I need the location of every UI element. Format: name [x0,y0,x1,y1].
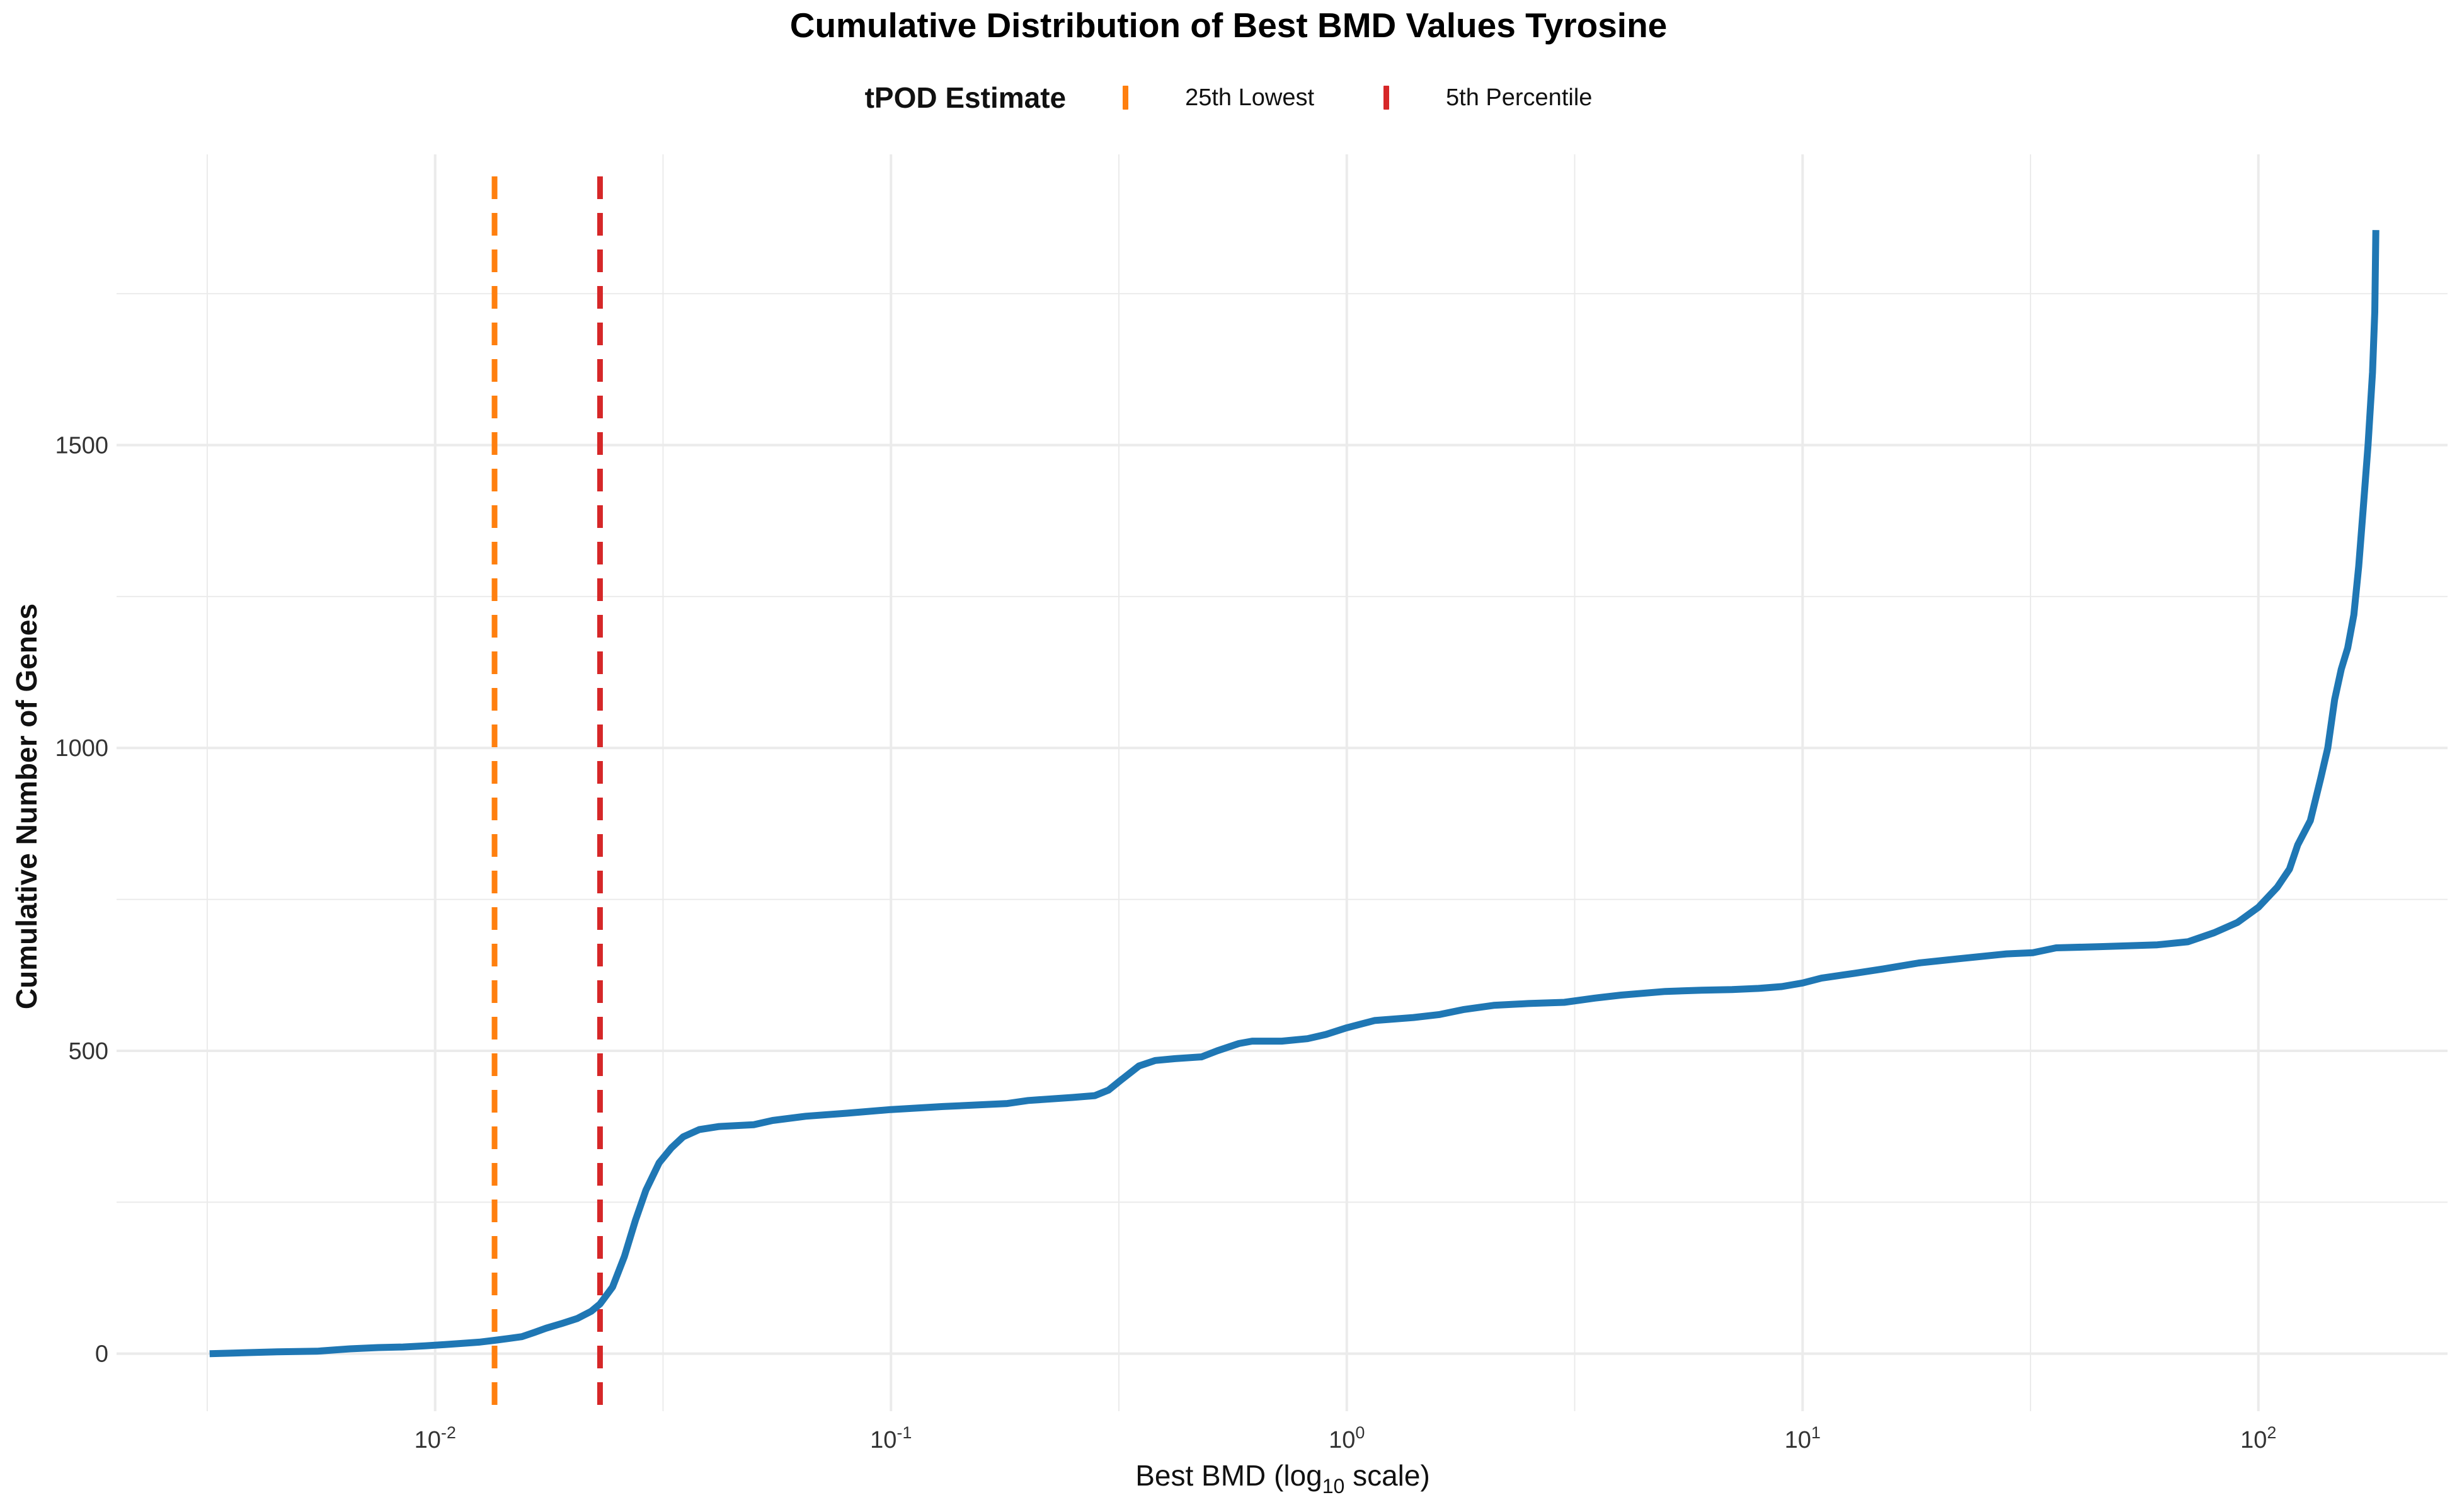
reference-lines [491,176,603,1411]
y-tick-label: 1000 [55,735,108,762]
x-tick-label: 10-2 [415,1423,456,1453]
data-series [209,230,2380,1358]
y-axis-title: Cumulative Number of Genes [10,604,43,1009]
legend-item-5th-percentile: 5th Percentile [1383,84,1592,112]
cumulative-genes-line [209,230,2380,1358]
x-tick-label: 10-1 [870,1423,912,1453]
x-tick-label: 101 [1785,1423,1821,1453]
y-tick-label: 0 [95,1341,108,1368]
major-gridlines [117,154,2448,1411]
chart-title: Cumulative Distribution of Best BMD Valu… [789,6,1668,45]
legend-label-25th-lowest: 25th Lowest [1185,84,1315,111]
x-tick-label: 100 [1329,1423,1365,1453]
y-tick-label: 1500 [55,432,108,459]
minor-gridlines [117,154,2448,1411]
x-tick-label: 102 [2240,1423,2276,1453]
y-axis-tick-labels: 0 500 1000 1500 [55,432,108,1367]
legend: tPOD Estimate 25th Lowest 5th Percentile [0,79,2457,117]
legend-title: tPOD Estimate [864,81,1067,114]
x-axis-title: Best BMD (log10 scale) [1135,1459,1430,1498]
legend-label-5th-percentile: 5th Percentile [1446,84,1593,111]
legend-key-orange-dash [1123,86,1129,110]
y-tick-label: 500 [69,1038,108,1065]
x-axis-tick-labels: 10-2 10-1 100 101 102 [415,1423,2277,1453]
legend-item-25th-lowest: 25th Lowest [1123,84,1314,112]
legend-key-red-dash [1383,86,1390,110]
